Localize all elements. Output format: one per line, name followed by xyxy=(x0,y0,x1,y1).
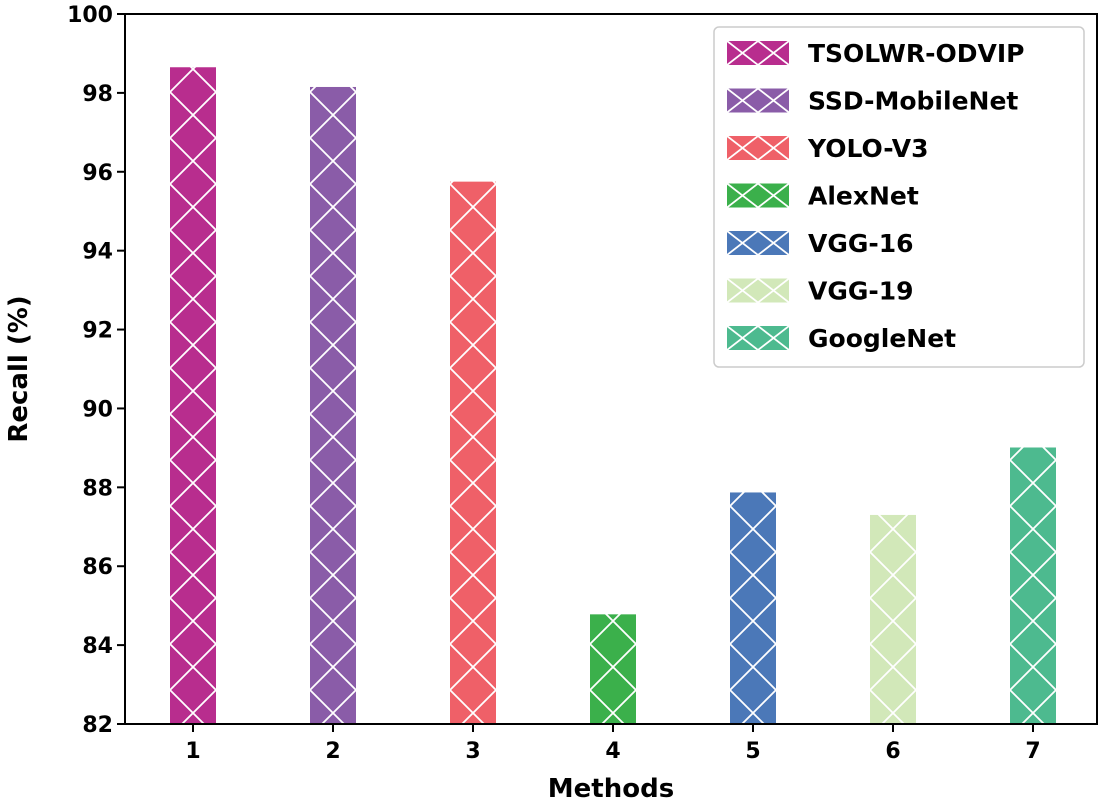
legend-swatch xyxy=(727,183,789,208)
x-tick-label: 2 xyxy=(325,739,340,764)
y-tick-label: 94 xyxy=(82,240,113,265)
legend-swatch xyxy=(727,136,789,160)
bar-googlenet xyxy=(1010,447,1056,724)
bar-vgg-16 xyxy=(730,492,776,724)
y-tick-label: 92 xyxy=(82,319,113,344)
y-tick-label: 84 xyxy=(82,634,113,659)
y-tick-label: 98 xyxy=(82,82,113,107)
legend-label: TSOLWR-ODVIP xyxy=(808,39,1024,68)
legend-label: GoogleNet xyxy=(808,324,956,353)
x-axis: 1 2 3 4 5 6 7 xyxy=(185,724,1041,764)
y-tick-label: 100 xyxy=(67,3,113,28)
x-tick-label: 7 xyxy=(1025,739,1040,764)
x-tick-label: 6 xyxy=(885,739,900,764)
legend-label: VGG-16 xyxy=(808,229,914,258)
legend-label: VGG-19 xyxy=(808,277,914,306)
bar-tsolwr-odvip xyxy=(170,67,216,724)
bar-ssd-mobilenet xyxy=(310,86,356,724)
bar-alexnet xyxy=(590,614,636,724)
legend-swatch xyxy=(727,326,789,350)
x-tick-label: 5 xyxy=(745,739,760,764)
bars-layer xyxy=(170,67,1056,724)
legend-swatch xyxy=(727,41,789,65)
legend-swatch xyxy=(727,88,789,113)
legend: TSOLWR-ODVIP SSD-MobileNet YOLO-V3 AlexNet V… xyxy=(713,26,1085,368)
y-tick-label: 86 xyxy=(82,555,113,580)
legend-swatch xyxy=(727,231,789,255)
x-tick-label: 3 xyxy=(465,739,480,764)
legend-label: YOLO-V3 xyxy=(807,134,929,163)
x-tick-label: 4 xyxy=(605,739,620,764)
plot-frame xyxy=(124,13,1098,725)
y-tick-label: 96 xyxy=(82,161,113,186)
y-axis: 82 84 86 88 90 92 94 96 98 100 xyxy=(67,3,125,738)
legend-swatch xyxy=(727,278,789,303)
legend-label: SSD-MobileNet xyxy=(808,87,1018,116)
y-tick-label: 82 xyxy=(82,713,113,738)
bar-vgg-19 xyxy=(870,514,916,724)
bar-yolo-v3 xyxy=(450,181,496,724)
legend-box xyxy=(713,26,1085,368)
x-axis-title: Methods xyxy=(548,774,674,804)
x-tick-label: 1 xyxy=(185,739,200,764)
y-tick-label: 90 xyxy=(82,397,113,422)
y-axis-title: Recall (%) xyxy=(4,295,34,442)
y-tick-label: 88 xyxy=(82,476,113,501)
legend-label: AlexNet xyxy=(808,182,919,211)
